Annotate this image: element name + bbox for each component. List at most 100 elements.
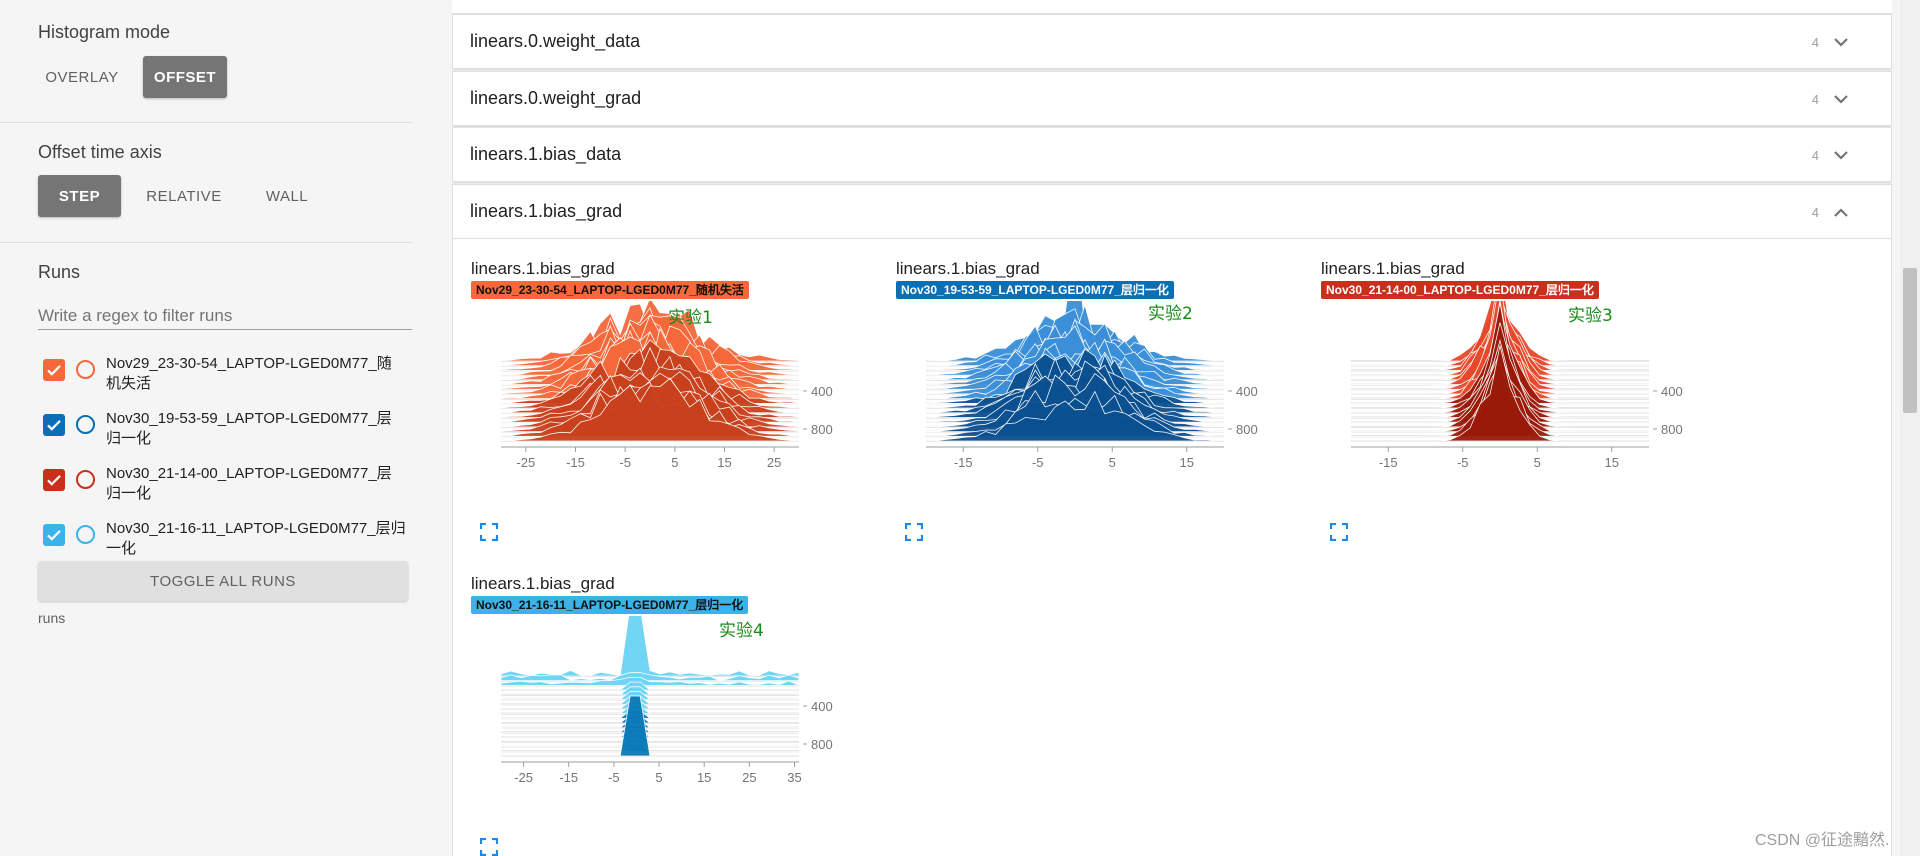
run-color-radio[interactable] (76, 360, 95, 379)
y-tick-label: 800 (811, 422, 833, 437)
x-tick-label: 5 (1534, 455, 1541, 470)
fullscreen-icon[interactable] (905, 523, 923, 541)
y-tick-label: 400 (811, 384, 833, 399)
histogram-ridge (500, 728, 800, 738)
card-tag-title: linears.1.bias_grad (471, 574, 615, 593)
group-count: 4 (1811, 91, 1819, 107)
run-color-radio[interactable] (76, 470, 95, 489)
histogram-card: linears.1.bias_grad Nov29_23-30-54_LAPTO… (453, 239, 873, 541)
histogram-chart[interactable]: -25 -15 -5 5 15 25 35 400 800 实验4 (453, 616, 873, 836)
histogram-ridge (500, 695, 800, 705)
run-label: Nov29_23-30-54_LAPTOP-LGED0M77_随机失活 (106, 355, 392, 392)
expanded-panel: linears.1.bias_grad Nov29_23-30-54_LAPTO… (452, 239, 1892, 856)
histogram-card: linears.1.bias_grad Nov30_19-53-59_LAPTO… (878, 239, 1298, 541)
x-tick-label: -15 (954, 455, 973, 470)
offset-time-axis-title: Offset time axis (38, 142, 162, 162)
y-tick-label: 800 (1236, 422, 1258, 437)
x-tick-label: 35 (787, 770, 801, 785)
run-checkbox[interactable] (43, 524, 65, 546)
overlay-button[interactable]: OVERLAY (38, 56, 126, 98)
x-tick-label: 5 (655, 770, 662, 785)
x-tick-label: 25 (767, 455, 781, 470)
annotation-label: 实验3 (1568, 306, 1613, 326)
x-tick-label: -25 (514, 770, 533, 785)
scrollbar[interactable] (1900, 0, 1920, 856)
histogram-mode-title: Histogram mode (38, 22, 171, 42)
histogram-ridge (500, 719, 800, 729)
step-button[interactable]: STEP (38, 175, 121, 217)
run-label: Nov30_21-14-00_LAPTOP-LGED0M77_层归一化 (106, 465, 392, 502)
x-tick-label: -15 (1379, 455, 1398, 470)
check-icon (47, 530, 61, 541)
check-icon (47, 365, 61, 376)
group-header[interactable]: linears.1.bias_data 4 (452, 127, 1892, 182)
run-label: Nov30_21-16-11_LAPTOP-LGED0M77_层归一化 (106, 520, 406, 557)
fullscreen-icon[interactable] (1330, 523, 1348, 541)
chevron-down-icon[interactable] (1831, 145, 1851, 165)
run-checkbox[interactable] (43, 469, 65, 491)
histogram-ridge (500, 377, 800, 442)
run-item[interactable]: Nov29_23-30-54_LAPTOP-LGED0M77_随机失活 (38, 354, 412, 404)
card-tag-title: linears.1.bias_grad (1321, 259, 1465, 278)
run-badge: Nov30_21-16-11_LAPTOP-LGED0M77_层归一化 (471, 596, 749, 614)
run-item[interactable]: Nov30_19-53-59_LAPTOP-LGED0M77_层归一化 (38, 409, 412, 459)
histogram-chart[interactable]: -15 -5 5 15 400 800 实验2 (878, 301, 1298, 521)
run-color-radio[interactable] (76, 525, 95, 544)
scroll-thumb[interactable] (1903, 268, 1917, 413)
check-icon (47, 420, 61, 431)
run-badge: Nov29_23-30-54_LAPTOP-LGED0M77_随机失活 (471, 281, 749, 299)
histogram-ridge (500, 691, 800, 700)
histogram-ridge (925, 390, 1225, 442)
group-header[interactable]: linears.0.weight_data 4 (452, 14, 1892, 69)
check-icon (47, 475, 61, 486)
group-count: 4 (1811, 204, 1819, 220)
runs-footer: runs (38, 610, 66, 626)
offset-button[interactable]: OFFSET (143, 56, 227, 98)
x-tick-label: 5 (1109, 455, 1116, 470)
y-tick-label: 400 (1236, 384, 1258, 399)
card-tag-title: linears.1.bias_grad (896, 259, 1040, 278)
annotation-label: 实验2 (1148, 304, 1193, 324)
chevron-down-icon[interactable] (1831, 32, 1851, 52)
run-checkbox[interactable] (43, 359, 65, 381)
histogram-ridge (500, 738, 800, 747)
x-tick-label: 5 (671, 455, 678, 470)
fullscreen-icon[interactable] (480, 838, 498, 856)
histogram-card: linears.1.bias_grad Nov30_21-16-11_LAPTO… (453, 554, 873, 856)
relative-button[interactable]: RELATIVE (140, 175, 228, 217)
histogram-ridge (500, 742, 800, 752)
histogram-ridge (500, 705, 800, 715)
histogram-ridge (500, 733, 800, 743)
toggle-all-runs-button[interactable]: TOGGLE ALL RUNS (38, 561, 408, 601)
group-name: linears.1.bias_data (470, 144, 622, 164)
run-item[interactable]: Nov30_21-16-11_LAPTOP-LGED0M77_层归一化 (38, 519, 412, 569)
annotation-label: 实验4 (719, 621, 764, 641)
y-tick-label: 400 (1661, 384, 1683, 399)
x-tick-label: -5 (1457, 455, 1469, 470)
chevron-up-icon[interactable] (1831, 202, 1851, 222)
top-strip (452, 0, 1892, 14)
histogram-chart[interactable]: -15 -5 5 15 400 800 实验3 (1303, 301, 1723, 521)
run-color-radio[interactable] (76, 415, 95, 434)
main-content: linears.0.weight_data 4 linears.0.weight… (452, 0, 1892, 856)
group-header[interactable]: linears.0.weight_grad 4 (452, 70, 1892, 126)
fullscreen-icon[interactable] (480, 523, 498, 541)
histogram-card: linears.1.bias_grad Nov30_21-14-00_LAPTO… (1303, 239, 1723, 541)
histogram-chart[interactable]: -25 -15 -5 5 15 25 400 800 实验1 (453, 301, 873, 521)
group-header[interactable]: linears.1.bias_grad 4 (452, 183, 1892, 239)
histogram-ridge (500, 724, 800, 733)
divider (0, 242, 412, 243)
run-checkbox[interactable] (43, 414, 65, 436)
run-filter-input[interactable] (38, 302, 412, 330)
x-tick-label: -5 (608, 770, 620, 785)
chevron-down-icon[interactable] (1831, 89, 1851, 109)
runs-title: Runs (38, 262, 81, 282)
wall-button[interactable]: WALL (252, 175, 322, 217)
x-tick-label: -25 (516, 455, 535, 470)
card-tag-title: linears.1.bias_grad (471, 259, 615, 278)
run-item[interactable]: Nov30_21-14-00_LAPTOP-LGED0M77_层归一化 (38, 464, 412, 514)
group-name: linears.0.weight_grad (470, 87, 642, 108)
histogram-ridge (500, 672, 800, 682)
x-tick-label: -5 (619, 455, 631, 470)
watermark: CSDN @征途黯然. (1755, 832, 1890, 849)
